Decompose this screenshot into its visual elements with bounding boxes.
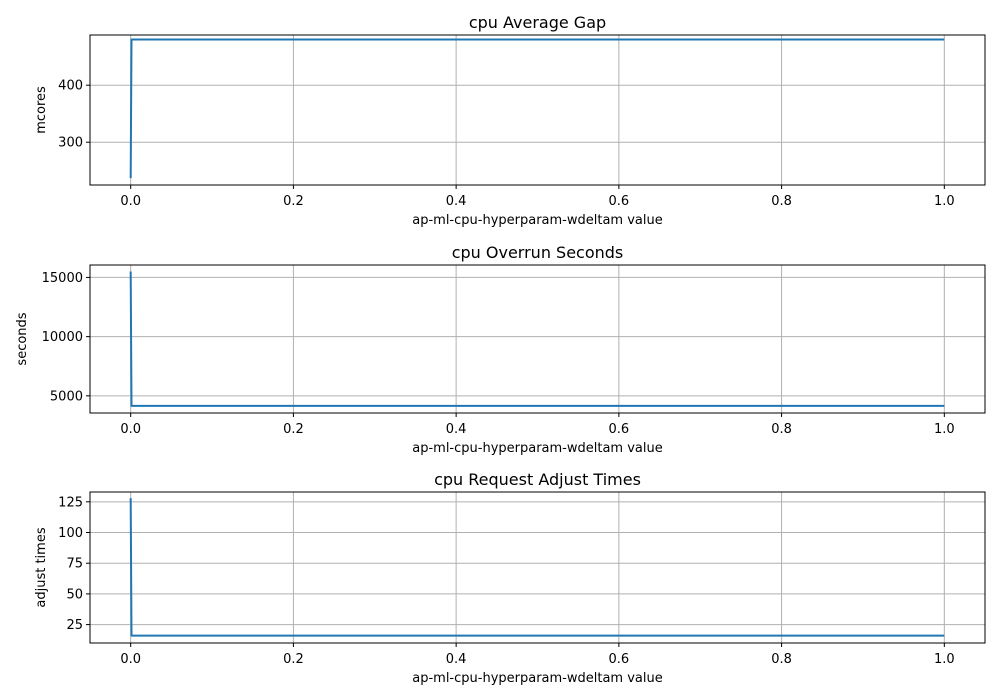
- x-tick-label: 0.8: [771, 194, 792, 209]
- chart-title: cpu Overrun Seconds: [452, 243, 624, 262]
- x-tick-label: 0.6: [609, 422, 630, 437]
- y-tick-label: 75: [66, 557, 83, 572]
- x-tick-label: 0.0: [120, 652, 141, 667]
- x-axis-label: ap-ml-cpu-hyperparam-wdeltam value: [412, 671, 662, 686]
- y-tick-label: 15000: [42, 271, 83, 286]
- x-tick-label: 0.4: [446, 652, 467, 667]
- y-tick-label: 50: [66, 587, 83, 602]
- x-tick-label: 0.6: [609, 194, 630, 209]
- x-tick-label: 0.8: [771, 422, 792, 437]
- x-axis-label: ap-ml-cpu-hyperparam-wdeltam value: [412, 441, 662, 456]
- y-tick-label: 300: [58, 136, 83, 151]
- plot-frame: [89, 491, 986, 644]
- y-tick-label: 400: [58, 79, 83, 94]
- x-tick-label: 1.0: [934, 422, 955, 437]
- y-tick-label: 25: [66, 618, 83, 633]
- y-tick-label: 100: [58, 526, 83, 541]
- subplot-1: 0.0 0.2 0.4 0.6 0.8 1.0 300 400 cpu Average Gap a…: [34, 13, 986, 228]
- x-tick-label: 1.0: [934, 194, 955, 209]
- series-line: [129, 271, 945, 407]
- y-tick-label: 5000: [50, 389, 83, 404]
- plot-frame: [89, 34, 986, 186]
- x-tick-label: 0.4: [446, 422, 467, 437]
- y-tick-label: 10000: [42, 330, 83, 345]
- y-tick-label: 125: [58, 495, 83, 510]
- series-line: [129, 38, 945, 179]
- x-tick-label: 0.0: [120, 194, 141, 209]
- y-axis-label: mcores: [34, 86, 49, 134]
- x-axis-label: ap-ml-cpu-hyperparam-wdeltam value: [412, 213, 662, 228]
- chart-title: cpu Request Adjust Times: [434, 470, 641, 489]
- x-tick-label: 0.6: [609, 652, 630, 667]
- subplot-2: 0.0 0.2 0.4 0.6 0.8 1.0 5000 10000 15000 cpu Over…: [15, 243, 986, 456]
- subplot-3: 0.0 0.2 0.4 0.6 0.8 1.0 25 50 75 100 125 cpu Reques…: [34, 470, 986, 686]
- series-line: [129, 498, 945, 637]
- x-tick-label: 0.2: [283, 194, 304, 209]
- x-tick-label: 0.2: [283, 422, 304, 437]
- x-tick-label: 1.0: [934, 652, 955, 667]
- x-tick-label: 0.8: [771, 652, 792, 667]
- x-tick-label: 0.2: [283, 652, 304, 667]
- x-tick-label: 0.4: [446, 194, 467, 209]
- plot-frame: [89, 264, 986, 414]
- chart-title: cpu Average Gap: [469, 13, 606, 32]
- y-axis-label: adjust times: [34, 527, 49, 607]
- x-tick-label: 0.0: [120, 422, 141, 437]
- y-axis-label: seconds: [15, 312, 30, 365]
